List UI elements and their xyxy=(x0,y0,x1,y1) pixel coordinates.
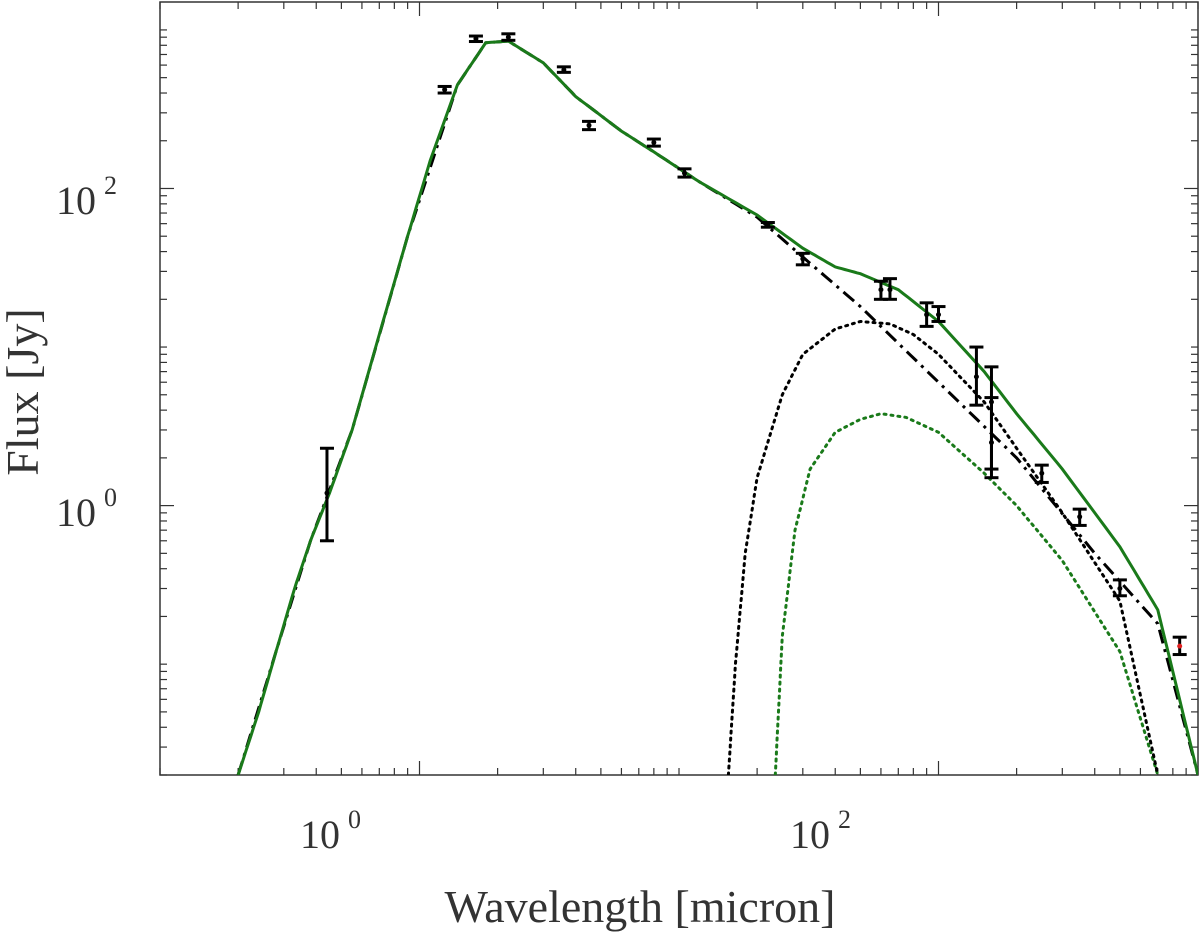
x-axis-title: Wavelength [micron] xyxy=(445,881,836,932)
data-point xyxy=(501,32,516,42)
y-tick-labels: 10 0 10 2 xyxy=(56,171,117,535)
data-points xyxy=(319,32,1187,657)
data-marker xyxy=(505,34,511,40)
data-marker xyxy=(765,222,771,228)
data-marker xyxy=(586,122,592,128)
data-marker xyxy=(1077,514,1083,520)
minor-ticks xyxy=(159,2,1199,776)
y-axis-title: Flux [Jy] xyxy=(0,308,48,475)
data-point xyxy=(1172,635,1187,657)
x-tick-label-1e2: 10 2 xyxy=(790,805,851,857)
y-tick-label-1e2: 10 2 xyxy=(56,171,117,223)
data-marker xyxy=(988,440,994,446)
data-marker xyxy=(681,170,687,176)
data-marker xyxy=(651,139,657,145)
data-marker xyxy=(878,287,884,293)
series-dust-component-2 xyxy=(773,412,1160,775)
data-point xyxy=(319,446,334,543)
data-point xyxy=(760,221,775,229)
plot-frame xyxy=(159,1,1199,776)
data-marker xyxy=(1039,470,1045,476)
data-marker xyxy=(1117,586,1123,592)
data-marker xyxy=(800,256,806,262)
major-ticks xyxy=(160,2,1198,775)
data-point xyxy=(1034,463,1049,484)
x-tick-labels: 10 0 10 2 xyxy=(300,805,851,857)
data-marker xyxy=(442,87,448,93)
data-point xyxy=(931,305,946,323)
data-marker xyxy=(473,36,479,42)
data-marker xyxy=(561,67,567,73)
y-tick-label-1e0: 10 0 xyxy=(56,483,117,535)
data-point xyxy=(1072,507,1087,527)
series-dust-component-1 xyxy=(726,319,1160,775)
data-point xyxy=(646,137,661,148)
x-tick-label-1e0: 10 0 xyxy=(300,805,361,857)
data-marker xyxy=(887,287,893,293)
data-point xyxy=(1112,578,1127,598)
data-point xyxy=(919,301,934,328)
data-marker xyxy=(973,374,979,380)
data-point xyxy=(582,119,597,132)
data-point xyxy=(984,396,999,480)
data-marker xyxy=(324,490,330,496)
data-point xyxy=(468,34,483,44)
data-point xyxy=(556,65,571,74)
data-marker xyxy=(1177,643,1183,649)
data-marker xyxy=(936,312,941,318)
data-point xyxy=(969,345,984,407)
data-point xyxy=(437,84,452,95)
plot-area xyxy=(159,1,1199,776)
data-point xyxy=(795,251,810,267)
data-marker xyxy=(924,312,930,318)
data-point xyxy=(882,277,897,301)
data-point xyxy=(677,167,692,179)
